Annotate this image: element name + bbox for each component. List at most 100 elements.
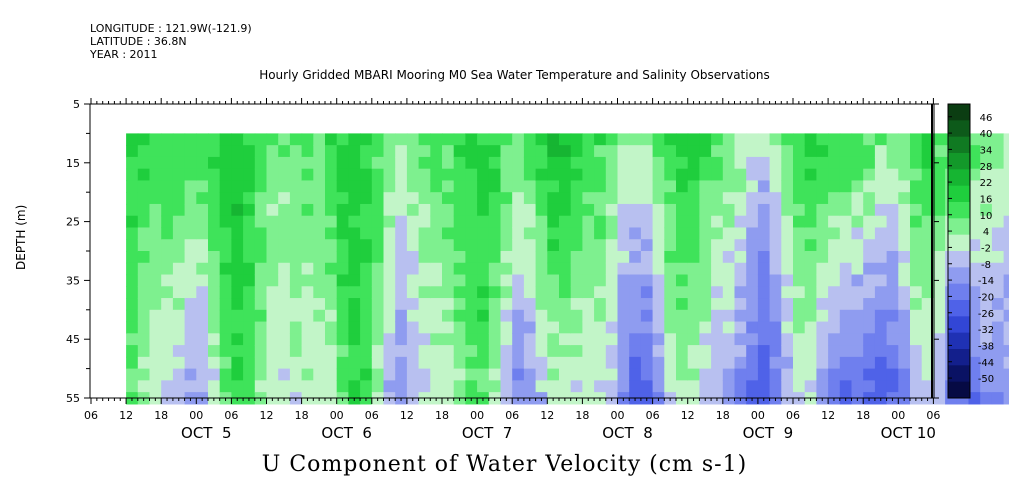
heatmap-cell xyxy=(161,180,174,193)
heatmap-cell xyxy=(360,203,373,217)
heatmap-cell xyxy=(406,309,420,323)
heatmap-cell xyxy=(1003,286,1009,299)
heatmap-cell xyxy=(395,156,408,170)
heatmap-cell xyxy=(863,227,876,240)
heatmap-cell xyxy=(161,156,174,170)
heatmap-cell xyxy=(746,368,759,381)
heatmap-cell xyxy=(629,333,642,346)
heatmap-cell xyxy=(933,345,946,358)
heatmap-cell xyxy=(301,203,314,217)
heatmap-cell xyxy=(734,286,747,299)
heatmap-cell xyxy=(371,239,385,252)
heatmap-cell xyxy=(512,180,525,193)
heatmap-cell xyxy=(137,133,151,146)
heatmap-cell xyxy=(219,298,232,311)
heatmap-cell xyxy=(465,239,478,252)
heatmap-cell xyxy=(910,333,923,346)
heatmap-cell xyxy=(301,356,314,370)
heatmap-cell xyxy=(769,345,782,358)
heatmap-cell xyxy=(711,180,724,193)
heatmap-cell xyxy=(863,145,876,158)
heatmap-cell xyxy=(570,262,583,276)
heatmap-cell xyxy=(465,227,478,240)
heatmap-cell xyxy=(746,345,759,358)
heatmap-cell xyxy=(804,145,817,158)
heatmap-cell xyxy=(746,251,759,264)
colorbar-swatch xyxy=(948,349,970,366)
heatmap-cell xyxy=(863,345,876,358)
heatmap-cell xyxy=(582,227,595,240)
heatmap-cell xyxy=(699,309,712,323)
heatmap-cell xyxy=(933,133,946,146)
heatmap-cell xyxy=(336,180,349,193)
heatmap-cell xyxy=(851,262,864,276)
heatmap-cell xyxy=(1003,345,1009,358)
heatmap-cell xyxy=(828,227,841,240)
heatmap-cell xyxy=(442,262,455,276)
heatmap-cell xyxy=(570,333,583,346)
heatmap-cell xyxy=(325,309,338,323)
heatmap-cell xyxy=(722,168,736,182)
heatmap-cell xyxy=(254,251,268,264)
heatmap-cell xyxy=(640,156,654,170)
heatmap-cell xyxy=(430,274,443,287)
heatmap-cell xyxy=(781,133,794,146)
heatmap-cell xyxy=(1003,203,1009,217)
heatmap-cell xyxy=(746,145,759,158)
heatmap-cell xyxy=(921,333,934,346)
heatmap-cell xyxy=(231,192,244,205)
heatmap-cell xyxy=(898,239,911,252)
heatmap-cell xyxy=(453,333,466,346)
heatmap-cell xyxy=(757,380,771,393)
heatmap-cell xyxy=(559,321,572,334)
heatmap-cell xyxy=(652,145,665,158)
heatmap-cell xyxy=(371,227,385,240)
heatmap-cell xyxy=(933,368,946,381)
heatmap-cell xyxy=(336,251,349,264)
heatmap-cell xyxy=(313,145,326,158)
heatmap-cell xyxy=(828,156,841,170)
heatmap-cell xyxy=(149,251,162,264)
heatmap-cell xyxy=(383,298,396,311)
x-day-label: OCT 9 xyxy=(743,424,794,442)
heatmap-cell xyxy=(161,262,174,276)
heatmap-cell xyxy=(816,156,829,170)
heatmap-cell xyxy=(980,262,993,276)
x-hour-label: 18 xyxy=(716,409,730,422)
heatmap-cell xyxy=(289,156,303,170)
heatmap-cell xyxy=(208,215,221,229)
heatmap-cell xyxy=(828,168,841,182)
heatmap-cell xyxy=(699,298,712,311)
heatmap-cell xyxy=(325,274,338,287)
heatmap-cell xyxy=(851,286,864,299)
heatmap-cell xyxy=(161,380,174,393)
heatmap-cell xyxy=(570,133,583,146)
heatmap-cell xyxy=(231,215,244,229)
heatmap-cell xyxy=(582,215,595,229)
heatmap-cell xyxy=(231,298,244,311)
heatmap-cell xyxy=(325,321,338,334)
heatmap-cell xyxy=(851,368,864,381)
heatmap-cell xyxy=(383,286,396,299)
heatmap-cell xyxy=(617,274,630,287)
heatmap-cell xyxy=(360,251,373,264)
heatmap-cell xyxy=(921,133,934,146)
heatmap-cell xyxy=(793,262,806,276)
heatmap-cell xyxy=(336,298,349,311)
heatmap-cell xyxy=(734,145,747,158)
heatmap-cell xyxy=(348,156,361,170)
heatmap-cell xyxy=(126,356,139,370)
heatmap-cell xyxy=(266,368,279,381)
heatmap-cell xyxy=(874,145,888,158)
heatmap-cell xyxy=(980,168,993,182)
heatmap-cell xyxy=(383,333,396,346)
heatmap-cell xyxy=(360,309,373,323)
heatmap-cell xyxy=(722,368,736,381)
heatmap-cell xyxy=(243,274,256,287)
heatmap-cell xyxy=(535,380,548,393)
heatmap-cell xyxy=(617,192,630,205)
x-hour-label: 06 xyxy=(365,409,379,422)
heatmap-cell xyxy=(219,251,232,264)
colorbar-label: -26 xyxy=(978,309,994,320)
heatmap-cell xyxy=(547,345,560,358)
